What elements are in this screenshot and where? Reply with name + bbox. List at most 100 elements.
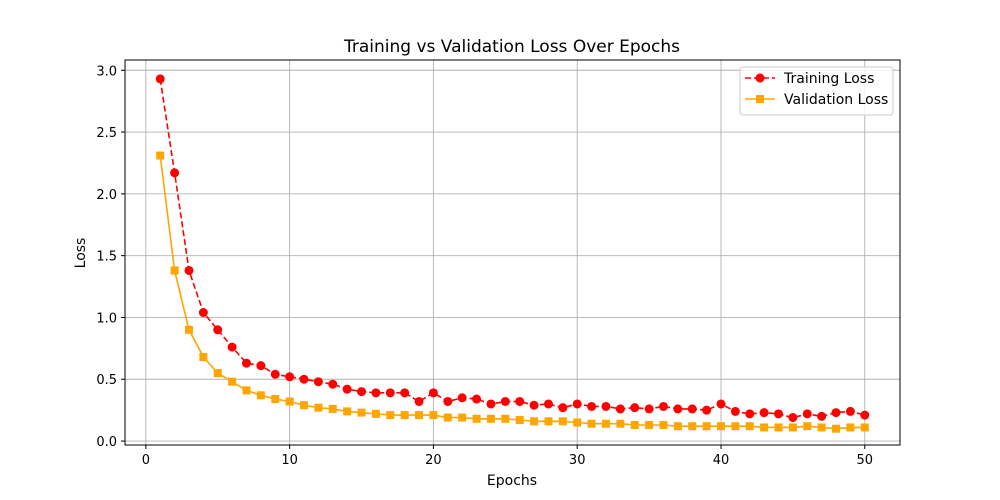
x-tick-label: 10: [281, 453, 298, 468]
data-point: [601, 401, 611, 411]
series-layer: [155, 74, 870, 433]
legend-marker: [756, 95, 764, 103]
data-point: [472, 414, 481, 423]
data-point: [760, 423, 769, 432]
data-point: [500, 396, 510, 406]
data-point: [342, 384, 352, 394]
data-point: [587, 419, 596, 428]
data-point: [601, 419, 610, 428]
data-point: [716, 422, 725, 431]
data-point: [645, 420, 654, 429]
data-point: [673, 404, 683, 414]
data-point: [386, 411, 395, 420]
y-tick-label: 2.0: [96, 188, 117, 203]
data-point: [156, 151, 165, 160]
data-point: [659, 420, 668, 429]
data-point: [515, 416, 524, 425]
data-point: [788, 413, 798, 423]
data-point: [860, 410, 870, 420]
data-point: [443, 413, 452, 422]
data-point: [543, 399, 553, 409]
data-point: [299, 374, 309, 384]
data-point: [357, 408, 366, 417]
series-line: [159, 78, 865, 419]
data-point: [443, 396, 453, 406]
data-point: [530, 417, 539, 426]
data-point: [529, 400, 539, 410]
data-point: [730, 406, 740, 416]
data-point: [515, 396, 525, 406]
data-point: [184, 265, 194, 275]
data-point: [486, 399, 496, 409]
legend-entry: Validation Loss: [745, 92, 888, 108]
data-point: [644, 404, 654, 414]
y-tick-label: 0.5: [96, 373, 117, 388]
x-tick-label: 40: [713, 453, 730, 468]
data-point: [774, 423, 783, 432]
data-point: [328, 379, 338, 389]
data-point: [817, 423, 826, 432]
data-point: [228, 377, 237, 386]
x-tick-label: 50: [856, 453, 873, 468]
data-point: [846, 423, 855, 432]
data-point: [472, 394, 482, 404]
data-point: [630, 420, 639, 429]
data-point: [385, 388, 395, 398]
series-training-loss: [155, 74, 870, 423]
data-point: [155, 74, 165, 84]
data-point: [241, 358, 251, 368]
data-point: [270, 369, 280, 379]
data-point: [415, 411, 424, 420]
series-validation-loss: [156, 151, 869, 433]
data-point: [558, 403, 568, 413]
data-point: [716, 399, 726, 409]
data-point: [831, 408, 841, 418]
y-tick-label: 2.5: [96, 126, 117, 141]
data-point: [400, 388, 410, 398]
data-point: [457, 393, 467, 403]
x-axis-label: Epochs: [487, 473, 537, 489]
legend-marker: [755, 73, 765, 83]
x-tick-label: 20: [425, 453, 442, 468]
y-tick-label: 1.0: [96, 311, 117, 326]
data-point: [572, 399, 582, 409]
legend-frame: [739, 66, 894, 116]
data-point: [817, 411, 827, 421]
data-point: [313, 377, 323, 387]
data-point: [300, 401, 309, 410]
data-point: [271, 395, 280, 404]
data-point: [788, 423, 797, 432]
data-point: [486, 414, 495, 423]
data-point: [357, 387, 367, 397]
data-point: [802, 409, 812, 419]
data-point: [615, 404, 625, 414]
x-tick-label: 30: [569, 453, 586, 468]
data-point: [658, 401, 668, 411]
y-tick-label: 3.0: [96, 64, 117, 79]
y-axis-label: Loss: [73, 238, 89, 269]
data-point: [170, 168, 180, 178]
data-point: [285, 397, 294, 406]
data-point: [458, 413, 467, 422]
data-point: [845, 406, 855, 416]
data-point: [803, 422, 812, 431]
legend-label: Validation Loss: [784, 92, 888, 108]
y-tick-label: 1.5: [96, 250, 117, 265]
data-point: [371, 409, 380, 418]
data-point: [314, 403, 323, 412]
data-point: [414, 396, 424, 406]
data-point: [745, 422, 754, 431]
data-point: [673, 422, 682, 431]
data-point: [731, 422, 740, 431]
chart-title: Training vs Validation Loss Over Epochs: [343, 37, 680, 57]
x-tick-label: 0: [142, 453, 150, 468]
data-point: [256, 391, 265, 400]
data-point: [428, 388, 438, 398]
data-point: [256, 361, 266, 371]
legend-entry: Training Loss: [745, 71, 874, 87]
data-point: [400, 411, 409, 420]
data-point: [429, 411, 438, 420]
y-tick-label: 0.0: [96, 435, 117, 450]
data-point: [587, 401, 597, 411]
